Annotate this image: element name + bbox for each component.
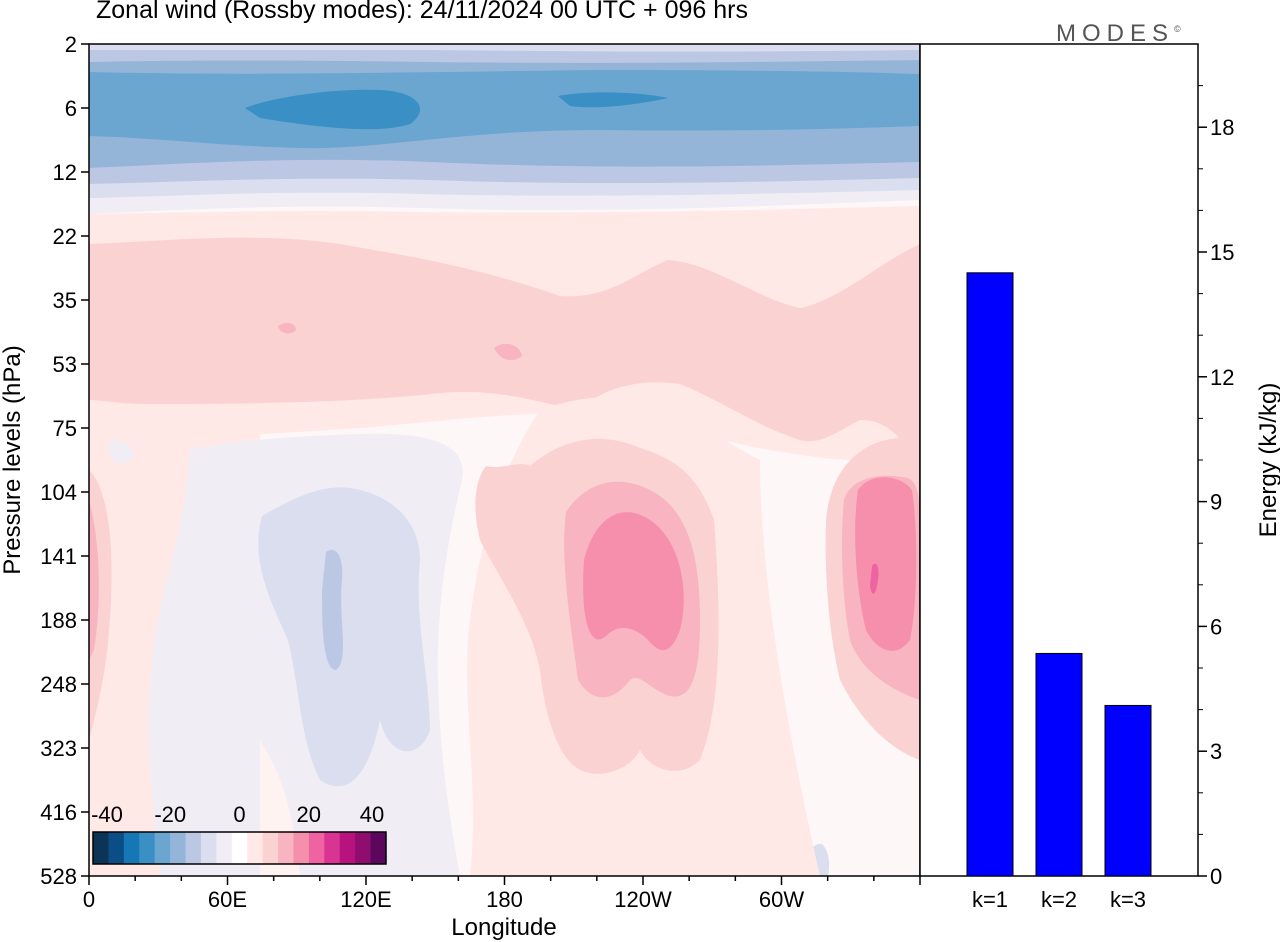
contour-band-plus-15 [494, 343, 522, 361]
pressure-tick-label: 416 [40, 800, 77, 825]
energy-axis: 0 3 6 9 12 15 18 [1198, 85, 1234, 889]
colorbar: -40 -20 0 20 40 [91, 802, 387, 865]
colorbar-swatch [355, 832, 372, 864]
colorbar-tick-label: -20 [154, 802, 186, 827]
colorbar-swatch [308, 832, 325, 864]
pressure-tick-label: 2 [65, 32, 77, 57]
longitude-tick-label: 120W [614, 887, 672, 912]
colorbar-swatch [200, 832, 217, 864]
pressure-tick-label: 6 [65, 96, 77, 121]
contour-band-plus-15-left-edge [89, 500, 99, 660]
colorbar-frame [92, 831, 387, 865]
colorbar-swatch [339, 832, 356, 864]
contour-band-minus-10-trop [258, 487, 430, 787]
contour-band-minus-5-small [109, 439, 133, 464]
pressure-axis-label: Pressure levels (hPa) [0, 345, 26, 574]
chart-title: Zonal wind (Rossby modes): 24/11/2024 00… [96, 0, 748, 24]
colorbar-tick-label: 20 [297, 802, 321, 827]
longitude-axis: 0 60E 120E 180 120W 60W [83, 876, 921, 912]
pressure-tick-label: 53 [53, 352, 77, 377]
colorbar-swatch [139, 832, 156, 864]
modes-logo: MODES© [1056, 20, 1181, 48]
colorbar-swatch [216, 832, 233, 864]
contour-band-minus-15-trop [322, 549, 344, 670]
contour-band-minus-25 [89, 70, 920, 149]
pressure-tick-label: 188 [40, 608, 77, 633]
colorbar-swatch [170, 832, 187, 864]
pressure-axis: 2 6 12 22 35 53 75 104 141 188 248 323 416 528 [40, 32, 89, 889]
longitude-tick-label: 180 [486, 887, 523, 912]
colorbar-swatch [262, 832, 279, 864]
energy-tick-label: 6 [1210, 614, 1222, 639]
contour-band-minus-30 [558, 92, 668, 108]
colorbar-swatch [370, 832, 387, 864]
zonal-wind-contour-field [89, 44, 920, 876]
contour-band-minus-15-top [89, 44, 920, 52]
colorbar-swatch [123, 832, 140, 864]
colorbar-tick-label: 0 [233, 802, 245, 827]
longitude-tick-label: 60E [208, 887, 247, 912]
pressure-tick-label: 528 [40, 864, 77, 889]
longitude-tick-label: 60W [759, 887, 804, 912]
colorbar-swatch [108, 832, 125, 864]
energy-bar [1035, 652, 1083, 877]
pressure-tick-label: 104 [40, 480, 77, 505]
energy-tick-label: 9 [1210, 490, 1222, 515]
wavenumber-label: k=2 [1041, 887, 1077, 912]
pressure-tick-label: 12 [53, 160, 77, 185]
colorbar-swatch [154, 832, 171, 864]
longitude-tick-label: 0 [83, 887, 95, 912]
energy-tick-label: 3 [1210, 739, 1222, 764]
colorbar-tick-label: 40 [360, 802, 384, 827]
colorbar-swatch [185, 832, 202, 864]
colorbar-swatch [247, 832, 264, 864]
energy-axis-label: Energy (kJ/kg) [1255, 383, 1280, 538]
energy-bars [966, 272, 1152, 877]
pressure-tick-label: 35 [53, 288, 77, 313]
wavenumber-label: k=3 [1110, 887, 1146, 912]
contour-band-plus-20-cell [583, 512, 684, 651]
energy-bar [966, 272, 1014, 877]
pressure-tick-label: 22 [53, 224, 77, 249]
contour-band-minus-30 [245, 89, 420, 130]
pressure-tick-label: 323 [40, 736, 77, 761]
wavenumber-label: k=1 [972, 887, 1008, 912]
longitude-tick-label: 120E [340, 887, 391, 912]
logo-text: MODES [1056, 20, 1175, 47]
energy-tick-label: 15 [1210, 240, 1234, 265]
pressure-tick-label: 75 [53, 416, 77, 441]
energy-tick-label: 0 [1210, 864, 1222, 889]
energy-tick-label: 18 [1210, 115, 1234, 140]
energy-bar [1104, 704, 1152, 877]
colorbar-swatch [93, 832, 109, 864]
pressure-tick-label: 141 [40, 544, 77, 569]
longitude-axis-label: Longitude [451, 914, 556, 941]
contour-band-plus-20-east [855, 477, 917, 651]
energy-tick-label: 12 [1210, 365, 1234, 390]
contour-band-plus-25-east [870, 563, 879, 594]
colorbar-tick-label: -40 [91, 802, 123, 827]
wavenumber-axis: k=1 k=2 k=3 [972, 887, 1146, 912]
contour-band-plus-15 [278, 323, 296, 334]
pressure-tick-label: 248 [40, 672, 77, 697]
colorbar-swatch [293, 832, 310, 864]
colorbar-swatch [324, 832, 341, 864]
colorbar-swatch [278, 832, 294, 864]
logo-mark: © [1174, 24, 1181, 34]
colorbar-swatch [231, 832, 248, 864]
